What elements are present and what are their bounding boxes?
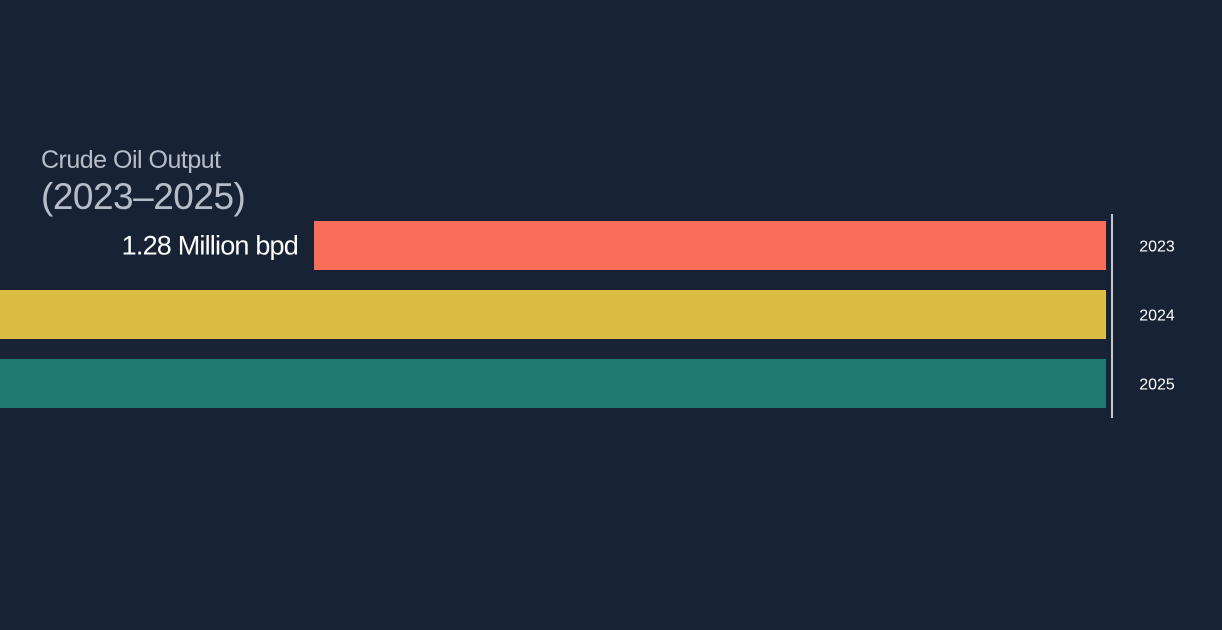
chart-title-line2: (2023–2025) bbox=[41, 176, 246, 217]
category-label-2025: 2025 bbox=[1139, 377, 1175, 394]
category-label-2023: 2023 bbox=[1139, 239, 1175, 256]
category-label-2024: 2024 bbox=[1139, 308, 1175, 325]
bar-2025 bbox=[0, 359, 1106, 408]
bars-group: 1.28 Million bpd20231.36 Million bpd2024… bbox=[0, 221, 1175, 408]
bar-value-label-2023: 1.28 Million bpd bbox=[122, 231, 298, 261]
bar-2024 bbox=[0, 290, 1106, 339]
bar-2023 bbox=[314, 221, 1106, 270]
chart-title: Crude Oil Output (2023–2025) bbox=[41, 144, 246, 218]
chart-title-line1: Crude Oil Output bbox=[41, 146, 221, 174]
